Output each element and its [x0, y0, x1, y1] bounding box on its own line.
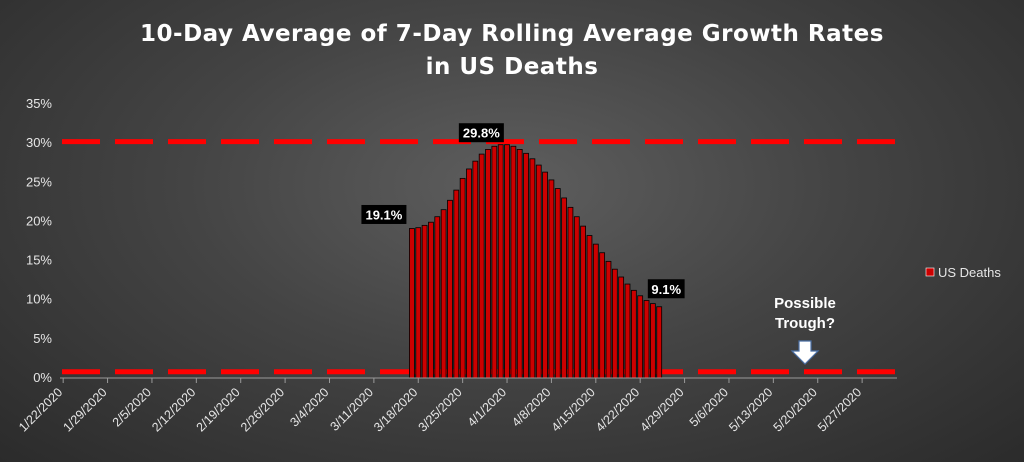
x-tick-label: 4/15/2020	[549, 385, 598, 434]
x-tick-label: 3/11/2020	[327, 385, 376, 434]
bar	[643, 300, 650, 379]
bar	[567, 206, 574, 379]
bar	[611, 268, 618, 379]
bar	[561, 197, 567, 379]
x-tick-label: 4/8/2020	[509, 385, 553, 429]
bar	[453, 189, 460, 379]
bar	[415, 227, 422, 379]
y-tick-label: 0%	[33, 370, 52, 385]
x-tick-label: 2/12/2020	[149, 385, 198, 434]
bar	[478, 153, 485, 379]
chart-subtitle: in US Deaths	[426, 54, 599, 80]
x-tick-label: 3/18/2020	[371, 385, 420, 434]
x-tick-label: 4/29/2020	[637, 385, 686, 434]
x-tick-label: 4/1/2020	[465, 385, 509, 429]
bar	[650, 303, 656, 379]
bar	[523, 152, 529, 379]
annotation-arrow-icon	[790, 340, 820, 365]
bar	[535, 164, 542, 379]
x-tick-label: 3/25/2020	[416, 385, 465, 434]
bar	[548, 179, 555, 379]
chart-title: 10-Day Average of 7-Day Rolling Average …	[140, 21, 884, 47]
x-tick-label: 2/5/2020	[110, 385, 154, 429]
legend: US Deaths	[925, 265, 1001, 280]
bar	[542, 171, 548, 379]
data-label-box	[361, 204, 407, 224]
data-label-box	[647, 279, 685, 299]
y-tick-label: 25%	[26, 174, 52, 189]
x-tick-label: 5/6/2020	[687, 385, 731, 429]
x-tick-label: 2/19/2020	[194, 385, 243, 434]
x-tick-label: 2/26/2020	[238, 385, 287, 434]
y-tick-label: 15%	[26, 253, 52, 268]
bar	[497, 144, 504, 379]
bar	[459, 177, 466, 379]
bar	[428, 221, 434, 379]
bar	[491, 145, 498, 379]
legend-label: US Deaths	[938, 265, 1001, 280]
bar	[504, 144, 510, 379]
bar	[630, 289, 637, 379]
bar	[586, 235, 593, 379]
bar	[592, 243, 599, 379]
y-tick-label: 30%	[26, 135, 52, 150]
x-tick-label: 3/4/2020	[287, 385, 331, 429]
bar	[434, 216, 441, 379]
bar	[409, 228, 415, 379]
bar	[447, 199, 453, 379]
legend-swatch	[925, 267, 935, 277]
bar	[656, 306, 663, 379]
y-tick-label: 35%	[26, 96, 52, 111]
bar	[624, 283, 631, 379]
bar	[440, 209, 447, 379]
bar	[618, 276, 625, 379]
bar	[573, 216, 580, 379]
bar	[580, 225, 586, 379]
bar	[637, 295, 644, 379]
data-label: 19.1%	[365, 207, 402, 222]
bar	[472, 160, 479, 379]
bar	[466, 168, 472, 379]
x-tick-label: 5/20/2020	[771, 385, 820, 434]
y-tick-label: 20%	[26, 213, 52, 228]
bar	[554, 188, 561, 379]
data-label-box	[458, 123, 504, 143]
annotation-line2: Trough?	[775, 315, 835, 332]
bar	[485, 149, 491, 379]
y-tick-label: 5%	[33, 331, 52, 346]
reference-lines	[62, 139, 900, 375]
trough-annotation: Possible Trough?	[774, 295, 836, 365]
y-axis: 0% 5% 10% 15% 20% 25% 30% 35%	[26, 96, 52, 385]
x-tick-label: 1/29/2020	[60, 385, 109, 434]
x-tick-label: 5/13/2020	[726, 385, 775, 434]
bar	[599, 252, 606, 379]
bar	[510, 145, 517, 379]
x-tick-label: 1/22/2020	[16, 385, 65, 434]
x-tick-label: 5/27/2020	[815, 385, 864, 434]
annotation-line1: Possible	[774, 295, 836, 312]
bar	[516, 149, 523, 379]
y-tick-label: 10%	[26, 292, 52, 307]
bar	[605, 260, 612, 379]
bars	[409, 144, 663, 379]
data-label: 9.1%	[651, 282, 681, 297]
data-labels: 19.1% 29.8% 9.1%	[361, 123, 685, 299]
bar	[529, 158, 536, 379]
data-label: 29.8%	[463, 126, 500, 141]
x-tick-label: 4/22/2020	[593, 385, 642, 434]
bar	[421, 224, 428, 379]
